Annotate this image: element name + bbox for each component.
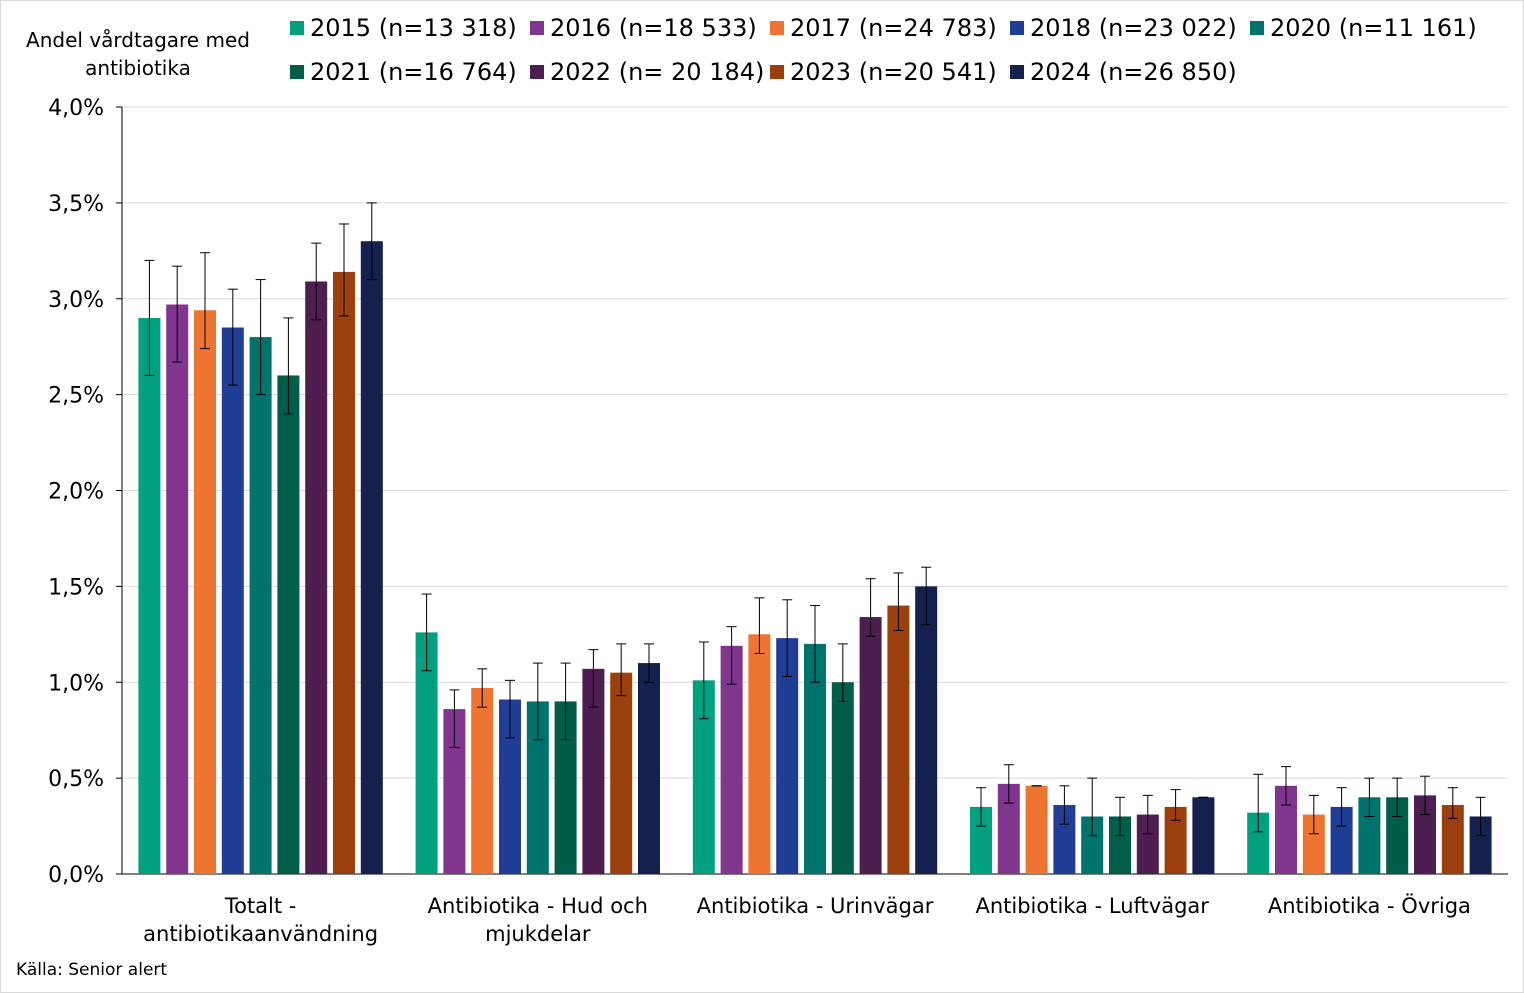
bar: [277, 375, 300, 874]
bar: [582, 668, 605, 874]
legend-swatch: [530, 21, 544, 35]
bar: [249, 337, 272, 875]
legend-swatch: [1010, 65, 1024, 79]
legend-swatch: [770, 21, 784, 35]
y-tick-label: 4,0%: [48, 96, 104, 121]
bar: [415, 632, 438, 874]
bar: [1164, 806, 1187, 874]
bar: [804, 643, 826, 874]
bar: [692, 680, 715, 874]
y-tick-label: 1,0%: [48, 671, 104, 696]
bar: [1441, 804, 1464, 874]
bar: [887, 605, 910, 874]
legend-swatch: [1250, 21, 1264, 35]
bar: [138, 317, 161, 874]
legend-label: 2022 (n= 20 184): [550, 58, 765, 86]
bar: [831, 682, 854, 874]
bar: [1053, 804, 1076, 874]
bar: [526, 701, 549, 874]
legend-label: 2023 (n=20 541): [790, 58, 997, 86]
bar: [970, 806, 992, 874]
y-tick-label: 2,0%: [48, 480, 104, 505]
bar: [333, 271, 355, 874]
y-tick-label: 3,5%: [48, 192, 104, 217]
bar: [720, 645, 743, 874]
y-tick-label: 3,0%: [48, 288, 104, 313]
bar: [1081, 816, 1104, 874]
source-note: Källa: Senior alert: [16, 960, 168, 980]
bar: [221, 327, 244, 874]
bar: [1136, 814, 1159, 874]
bar: [997, 783, 1020, 874]
bar: [1192, 797, 1215, 874]
bar: [610, 672, 633, 874]
bar: [443, 709, 466, 874]
legend-label: 2018 (n=23 022): [1030, 14, 1237, 42]
bar: [305, 281, 328, 874]
bar: [1109, 816, 1131, 874]
bar: [776, 638, 799, 874]
y-tick-label: 2,5%: [48, 384, 104, 409]
bar: [1469, 816, 1492, 874]
legend-label: 2020 (n=11 161): [1270, 14, 1477, 42]
y-tick-label: 1,5%: [48, 575, 104, 600]
bar: [499, 699, 521, 874]
legend-swatch: [290, 65, 304, 79]
bar: [166, 304, 189, 874]
bar: [859, 617, 882, 874]
legend-item: 2016 (n=18 533): [530, 14, 757, 42]
legend-item: 2021 (n=16 764): [290, 58, 517, 86]
bar: [360, 241, 383, 875]
legend-item: 2018 (n=23 022): [1010, 14, 1237, 42]
legend-item: 2020 (n=11 161): [1250, 14, 1477, 42]
bar: [1358, 797, 1381, 874]
bar: [194, 310, 216, 874]
legend-item: 2023 (n=20 541): [770, 58, 997, 86]
x-category-label: Antibiotika - Luftvägar: [975, 894, 1209, 918]
bar: [471, 688, 494, 874]
legend-label: 2024 (n=26 850): [1030, 58, 1237, 86]
y-tick-label: 0,0%: [48, 863, 104, 888]
y-tick-label: 0,5%: [48, 767, 104, 792]
bar: [1247, 812, 1270, 874]
bar: [1414, 795, 1436, 874]
legend-label: 2021 (n=16 764): [310, 58, 517, 86]
y-axis-title: Andel vårdtagare med antibiotika: [26, 28, 250, 80]
legend-item: 2024 (n=26 850): [1010, 58, 1237, 86]
x-category-label: Antibiotika - Övriga: [1268, 893, 1471, 918]
bar: [1330, 806, 1353, 874]
x-category-label: Antibiotika - Urinvägar: [697, 894, 934, 918]
x-category-label: Antibiotika - Hud och: [428, 894, 648, 918]
legend-swatch: [530, 65, 544, 79]
bar: [915, 586, 938, 874]
bar: [1275, 785, 1297, 874]
bar: [1302, 814, 1325, 874]
bar: [638, 663, 660, 874]
legend-swatch: [1010, 21, 1024, 35]
x-category-label: Totalt -: [224, 894, 297, 918]
bar: [554, 701, 577, 874]
legend-item: 2017 (n=24 783): [770, 14, 997, 42]
bar: [748, 634, 771, 874]
x-category-label: mjukdelar: [485, 922, 591, 946]
legend-label: 2016 (n=18 533): [550, 14, 757, 42]
bar: [1386, 797, 1409, 874]
x-category-label: antibiotikaanvändning: [143, 922, 378, 946]
legend-swatch: [290, 21, 304, 35]
bar: [1025, 785, 1048, 874]
legend-swatch: [770, 65, 784, 79]
legend-item: 2022 (n= 20 184): [530, 58, 764, 86]
legend-item: 2015 (n=13 318): [290, 14, 517, 42]
legend-label: 2015 (n=13 318): [310, 14, 517, 42]
legend-label: 2017 (n=24 783): [790, 14, 997, 42]
